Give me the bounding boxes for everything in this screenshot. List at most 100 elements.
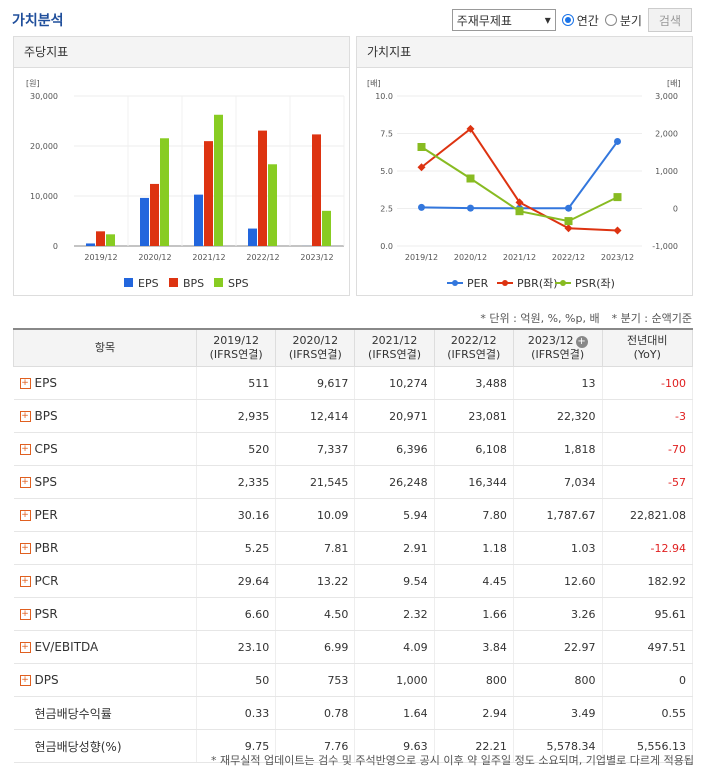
- data-point: [565, 204, 572, 212]
- chevron-down-icon: ▾: [544, 13, 551, 27]
- row-value: 520: [196, 432, 277, 466]
- x-tick-label: 2020/12: [454, 253, 487, 262]
- row-label[interactable]: + CPS: [13, 432, 197, 466]
- y-left-tick-label: 10.0: [375, 92, 393, 101]
- row-yoy: -70: [602, 432, 694, 466]
- row-label[interactable]: + PER: [13, 498, 197, 532]
- row-value: 6.60: [196, 597, 277, 631]
- bar-sps: [214, 114, 223, 246]
- header-col-2023: 2023/12 + (IFRS연결): [512, 328, 603, 367]
- row-value: 5.25: [196, 531, 277, 565]
- data-point: [466, 174, 475, 183]
- bar-sps: [160, 138, 169, 246]
- row-value: 0.33: [196, 696, 277, 730]
- expand-plus-icon[interactable]: +: [19, 477, 31, 488]
- row-label[interactable]: + BPS: [13, 399, 197, 433]
- radio-annual-indicator[interactable]: [561, 14, 574, 26]
- row-value: 2,335: [196, 465, 277, 499]
- row-value: 2.91: [354, 531, 435, 565]
- row-value: 20,971: [354, 399, 435, 433]
- row-yoy: 5,556.13: [602, 729, 694, 763]
- row-label: 현금배당수익률: [13, 696, 197, 730]
- row-value: 9.75: [196, 729, 277, 763]
- row-yoy: 497.51: [602, 630, 694, 664]
- data-point: [418, 203, 425, 211]
- row-value: 4.09: [354, 630, 435, 664]
- header-col-yoy: 전년대비 (YoY): [601, 328, 694, 367]
- legend-marker: [560, 280, 566, 286]
- value-panel: 가치지표 [배] [배] 10.0 3,000 7.5 2,000 5.0 1,000 2.5 0…: [356, 36, 693, 296]
- header-col-2022: 2022/12 (IFRS연결): [433, 328, 514, 367]
- row-value: 30.16: [196, 498, 277, 532]
- expand-plus-icon[interactable]: +: [19, 378, 31, 389]
- x-tick-label: 2023/12: [601, 253, 634, 262]
- radio-quarter[interactable]: 분기: [604, 12, 642, 29]
- row-yoy: 22,821.08: [602, 498, 694, 532]
- row-value: 29.64: [196, 564, 277, 598]
- row-label[interactable]: + DPS: [13, 663, 197, 697]
- row-yoy: -100: [602, 366, 694, 400]
- row-label[interactable]: + EPS: [13, 366, 197, 400]
- x-tick-label: 2021/12: [192, 253, 225, 262]
- row-label[interactable]: + EV/EBITDA: [13, 630, 197, 664]
- row-value: 9.54: [354, 564, 435, 598]
- row-value: 6,108: [434, 432, 514, 466]
- row-value: 1.03: [513, 531, 603, 565]
- row-label[interactable]: + SPS: [13, 465, 197, 499]
- x-tick-label: 2023/12: [300, 253, 333, 262]
- y-right-tick-label: -1,000: [652, 242, 678, 251]
- y-axis-unit: [원]: [26, 79, 40, 88]
- row-value: 7.76: [275, 729, 356, 763]
- row-value: 2.32: [354, 597, 435, 631]
- legend-swatch: [214, 278, 223, 287]
- row-value: 1,818: [513, 432, 603, 466]
- expand-plus-icon[interactable]: +: [19, 543, 31, 554]
- row-value: 753: [275, 663, 356, 697]
- expand-plus-icon[interactable]: +: [19, 510, 31, 521]
- series-line-pbr: [420, 127, 618, 232]
- table-row: + EPS 511 9,617 10,274 3,488 13 -100: [13, 366, 694, 400]
- expand-plus-icon[interactable]: +: [19, 675, 31, 686]
- expand-plus-icon[interactable]: +: [19, 642, 31, 653]
- bar-sps: [106, 234, 115, 246]
- data-point: [515, 198, 524, 207]
- y-left-tick-label: 2.5: [380, 205, 393, 214]
- row-value: 50: [196, 663, 277, 697]
- row-value: 12,414: [275, 399, 356, 433]
- statement-type-select[interactable]: 주재무제표 ▾: [451, 9, 556, 31]
- expand-plus-icon[interactable]: +: [19, 444, 31, 455]
- data-point: [614, 137, 621, 145]
- bar-bps: [96, 231, 105, 246]
- row-value: 1,787.67: [513, 498, 603, 532]
- table-row: + PBR 5.25 7.81 2.91 1.18 1.03 -12.94: [13, 531, 694, 565]
- data-point: [613, 193, 622, 202]
- row-value: 800: [513, 663, 603, 697]
- add-column-icon[interactable]: +: [575, 336, 588, 348]
- header-col-2020: 2020/12 (IFRS연결): [275, 328, 356, 367]
- row-label[interactable]: + PSR: [13, 597, 197, 631]
- legend-swatch: [169, 278, 178, 287]
- data-point: [417, 143, 426, 151]
- row-label[interactable]: + PCR: [13, 564, 197, 598]
- data-point: [417, 163, 426, 172]
- row-value: 7,034: [513, 465, 603, 499]
- radio-annual[interactable]: 연간: [561, 12, 599, 29]
- expand-plus-icon[interactable]: +: [19, 576, 31, 587]
- row-value: 6,396: [354, 432, 435, 466]
- page-title: 가치분석: [12, 13, 64, 29]
- bar-eps: [194, 194, 203, 246]
- row-value: 0.78: [275, 696, 356, 730]
- radio-quarter-indicator[interactable]: [604, 14, 617, 26]
- row-value: 21,545: [275, 465, 356, 499]
- expand-plus-icon[interactable]: +: [19, 411, 31, 422]
- row-label[interactable]: + PBR: [13, 531, 197, 565]
- search-button[interactable]: 검색: [647, 8, 692, 32]
- data-point: [467, 204, 474, 212]
- bar-bps: [312, 134, 321, 246]
- x-tick-label: 2019/12: [405, 253, 438, 262]
- table-row: 현금배당성향(%) 9.75 7.76 9.63 22.21 5,578.34 5,556.…: [13, 729, 694, 763]
- x-tick-label: 2020/12: [138, 253, 171, 262]
- row-value: 12.60: [513, 564, 603, 598]
- expand-plus-icon[interactable]: +: [19, 609, 31, 620]
- bar-sps: [322, 210, 331, 246]
